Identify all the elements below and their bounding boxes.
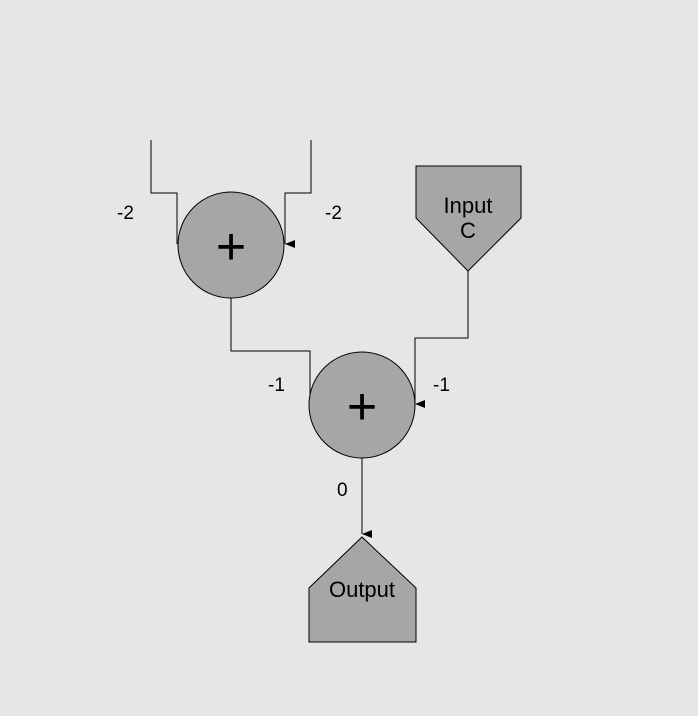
input-c-label-line1: Input	[444, 193, 493, 218]
edge-label-output: 0	[337, 480, 348, 501]
output-label: Output	[329, 577, 395, 602]
adder-bottom-plus-symbol: +	[347, 378, 377, 436]
input-c-node: Input C	[415, 165, 522, 272]
wire-top-left-input	[150, 140, 187, 248]
wire-top-adder-to-bottom-adder	[230, 298, 320, 408]
edge-label-bottom-right: -1	[433, 375, 450, 396]
edge-label-bottom-left: -1	[268, 375, 285, 396]
wire-input-c-to-bottom-adder	[414, 271, 469, 408]
wire-top-right-input	[284, 140, 312, 248]
adder-node-bottom: +	[308, 351, 416, 459]
output-node: Output	[308, 536, 417, 643]
edge-label-top-right: -2	[325, 203, 342, 224]
edge-label-top-left: -2	[117, 203, 134, 224]
adder-top-plus-symbol: +	[216, 218, 246, 276]
adder-node-top: +	[177, 191, 285, 299]
input-c-label-line2: C	[460, 218, 476, 243]
